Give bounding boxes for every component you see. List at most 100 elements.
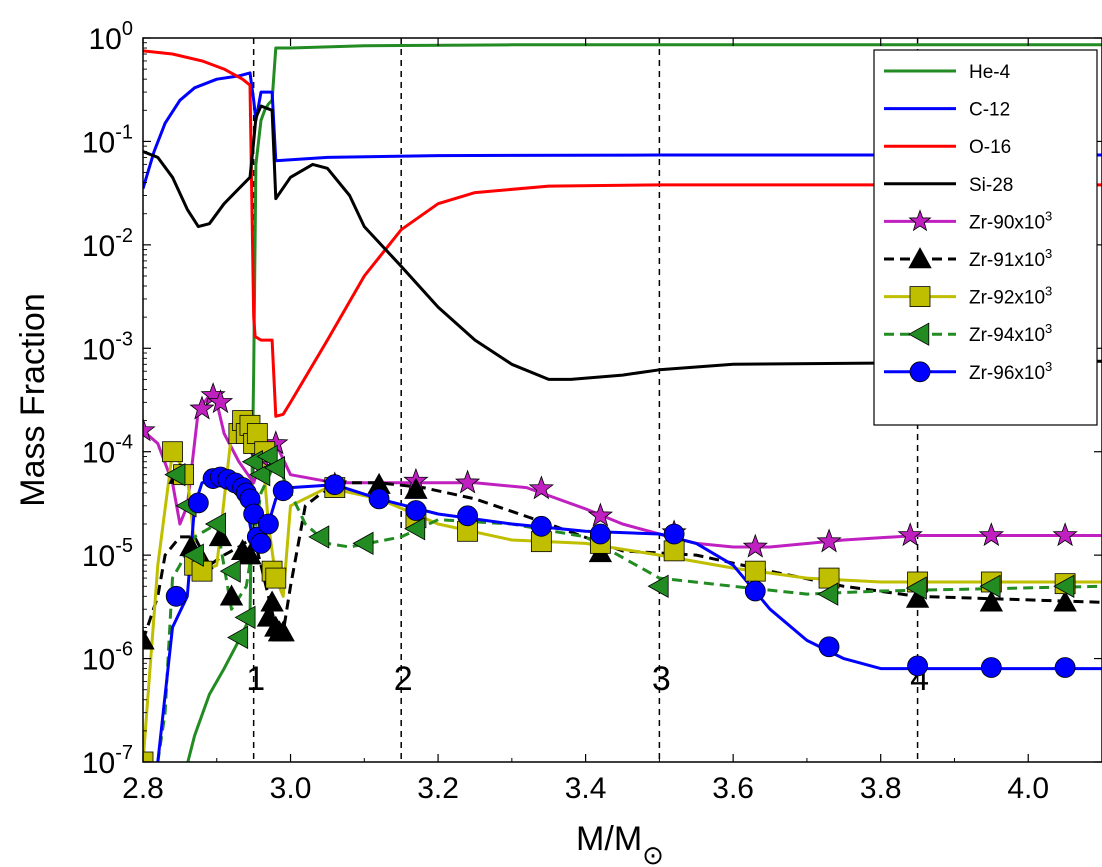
x-axis-title-main: M/M: [576, 820, 642, 858]
data-point-zr-90x10: [897, 522, 923, 547]
data-point-zr-96x10: [907, 655, 928, 677]
series-line-o-16: [143, 49, 1102, 418]
data-point-zr-96x10: [250, 532, 272, 554]
data-point-zr-92x10: [265, 567, 287, 589]
legend-label-name: Zr-94x10: [969, 325, 1045, 346]
data-point-zr-96x10: [457, 505, 478, 527]
data-point-zr-94x10: [1053, 574, 1075, 598]
legend-label-si-28: Si-28: [969, 175, 1013, 196]
data-point-zr-96x10: [530, 515, 552, 537]
data-point-zr-96x10: [818, 636, 840, 658]
y-tick-label: 100: [89, 18, 134, 56]
data-point-zr-90x10: [207, 389, 234, 414]
y-tick-base: 10: [82, 333, 115, 366]
y-tick-exponent: -7: [115, 742, 133, 764]
y-tick-label: 10-6: [82, 639, 133, 677]
legend-marker-zr-96x10: [909, 361, 931, 383]
legend-label-name: He-4: [969, 62, 1011, 83]
x-axis-title: M/M⊙: [576, 820, 664, 867]
data-point-zr-96x10: [272, 480, 294, 502]
vertical-marker-label: 1: [246, 660, 265, 698]
series-line-si-28: [143, 104, 1102, 381]
y-tick-base: 10: [82, 540, 115, 573]
data-point-zr-94x10: [817, 582, 839, 606]
data-point-zr-90x10: [454, 469, 481, 494]
legend-label-name: Si-28: [969, 175, 1013, 196]
series-markers: [143, 382, 1078, 762]
series-line-zr-94x10: [156, 460, 1102, 762]
legend-label-name: Zr-96x10: [969, 363, 1045, 384]
legend-label-zr-94x10: Zr-94x103: [969, 321, 1052, 346]
data-point-zr-91x10: [208, 525, 233, 547]
y-tick-label: 10-5: [82, 535, 133, 573]
legend-marker-zr-92x10: [909, 286, 931, 308]
legend-label-zr-92x10: Zr-92x103: [969, 284, 1052, 309]
legend-label-c-12: C-12: [969, 100, 1010, 121]
plot-frame: [142, 37, 1102, 763]
legend-label-zr-91x10: Zr-91x103: [969, 246, 1052, 271]
data-point-zr-94x10: [647, 574, 669, 598]
data-point-zr-94x10: [182, 543, 204, 567]
data-point-zr-94x10: [404, 517, 426, 541]
legend-label-superscript: 3: [1045, 359, 1052, 374]
data-point-zr-94x10: [352, 531, 374, 556]
y-tick-label: 10-1: [82, 121, 133, 159]
y-tick-label: 10-2: [82, 225, 133, 263]
data-point-zr-96x10: [368, 488, 390, 510]
data-point-zr-94x10: [204, 512, 226, 536]
legend-box: [873, 49, 1098, 426]
y-tick-exponent: -2: [115, 225, 133, 247]
data-point-zr-96x10: [980, 657, 1002, 678]
legend-label-name: C-12: [969, 100, 1010, 121]
data-point-zr-96x10: [405, 500, 427, 521]
y-tick-base: 10: [82, 230, 115, 263]
legend-label-name: Zr-91x10: [969, 250, 1045, 271]
y-tick-exponent: -4: [115, 432, 133, 454]
y-tick-base: 10: [82, 126, 115, 159]
data-point-zr-90x10: [742, 533, 768, 558]
data-point-zr-92x10: [246, 423, 268, 444]
data-point-zr-96x10: [589, 523, 611, 545]
data-point-zr-96x10: [187, 492, 209, 514]
legend-label-superscript: 3: [1045, 284, 1052, 299]
data-point-zr-92x10: [143, 751, 154, 762]
data-point-zr-90x10: [528, 475, 555, 500]
y-tick-exponent: -5: [115, 535, 133, 557]
data-point-zr-96x10: [744, 580, 766, 602]
legend: He-4C-12O-16Si-28Zr-90x103Zr-91x103Zr-92…: [873, 49, 1098, 426]
data-point-zr-94x10: [234, 605, 256, 630]
series-line-zr-91x10: [143, 481, 1102, 641]
data-point-zr-94x10: [219, 559, 241, 583]
data-point-zr-90x10: [1052, 522, 1078, 547]
data-point-zr-94x10: [308, 525, 330, 549]
data-point-zr-94x10: [249, 462, 271, 487]
data-point-zr-94x10: [227, 625, 249, 650]
x-tick-label: 2.8: [122, 772, 164, 805]
x-tick-label: 3.2: [417, 772, 459, 805]
data-point-zr-90x10: [143, 417, 156, 442]
vertical-marker-label: 3: [652, 660, 671, 698]
y-tick-base: 10: [82, 437, 115, 470]
y-axis-title: Mass Fraction: [14, 293, 52, 507]
data-point-zr-96x10: [258, 513, 279, 535]
y-tick-label: 10-3: [82, 328, 133, 366]
x-tick-label: 3.8: [860, 772, 902, 805]
data-point-zr-94x10: [979, 574, 1001, 598]
legend-marker-zr-94x10: [908, 322, 930, 346]
legend-marker-zr-91x10: [908, 247, 932, 269]
y-tick-label: 10-7: [82, 742, 133, 780]
data-point-zr-91x10: [143, 628, 155, 650]
data-point-zr-91x10: [260, 590, 284, 612]
x-tick-label: 4.0: [1007, 772, 1049, 805]
data-point-zr-91x10: [979, 590, 1004, 612]
data-point-zr-96x10: [1054, 657, 1076, 678]
data-point-zr-96x10: [165, 585, 187, 607]
x-axis: 2.8 3.0 3.2 3.4 3.6 3.8 4.0: [122, 38, 1049, 805]
vertical-marker-label: 2: [394, 660, 413, 698]
x-tick-label: 3.6: [712, 772, 754, 805]
data-point-zr-96x10: [243, 503, 265, 525]
data-point-zr-90x10: [587, 502, 614, 527]
y-tick-base: 10: [82, 747, 115, 780]
